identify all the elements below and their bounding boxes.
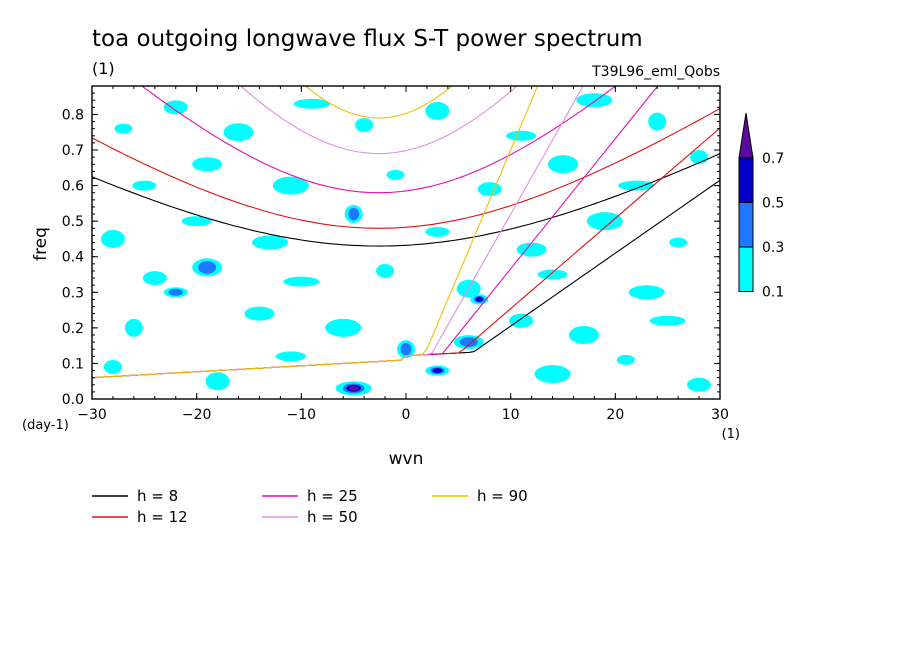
colorbar-label: 0.7 xyxy=(762,151,784,167)
dispersion-curves xyxy=(92,86,720,379)
contour-patch xyxy=(142,271,167,286)
contour-patch xyxy=(251,235,288,250)
contour-patch xyxy=(568,325,599,344)
y-axis-label: freq xyxy=(31,227,51,261)
contour-patch xyxy=(537,269,568,280)
contour-patch xyxy=(516,242,547,257)
contour-patch xyxy=(355,118,374,133)
contour-patch xyxy=(192,157,223,172)
colorbar-label: 0.1 xyxy=(762,285,784,301)
y-tick-label: 0.4 xyxy=(62,250,84,266)
contour-patch xyxy=(168,288,183,296)
x-tick-label: 30 xyxy=(711,407,729,423)
contour-patch xyxy=(548,155,578,174)
colorbar: 0.7 0.5 0.3 0.1 xyxy=(738,112,784,301)
x-axis-units: (1) xyxy=(722,427,740,442)
chart-title: toa outgoing longwave flux S-T power spe… xyxy=(92,26,643,52)
contour-patch xyxy=(425,226,450,237)
contour-patch xyxy=(376,263,395,278)
contour-patch xyxy=(163,100,188,115)
contour-patch xyxy=(223,123,254,142)
contour-patch xyxy=(534,365,571,384)
contour-patch xyxy=(475,296,483,302)
contour-patch xyxy=(425,101,450,120)
x-tick-label: 20 xyxy=(606,407,624,423)
colorbar-extend xyxy=(738,112,754,159)
legend-label: h = 12 xyxy=(137,508,188,526)
contour-patch xyxy=(244,306,275,321)
contour-patch xyxy=(114,123,133,134)
dispersion-curve xyxy=(304,86,453,119)
contour-patch xyxy=(272,176,309,195)
contour-patch xyxy=(669,237,688,248)
contour-patch xyxy=(293,98,330,109)
legend-label: h = 90 xyxy=(477,487,528,505)
colorbar-swatch xyxy=(738,202,754,248)
legend-label: h = 25 xyxy=(307,487,358,505)
contour-patch xyxy=(432,368,443,374)
contour-patch xyxy=(648,112,667,131)
y-tick-label: 0.0 xyxy=(62,392,84,408)
contour-patch xyxy=(506,130,537,141)
dispersion-curve xyxy=(239,86,518,155)
y-tick-label: 0.8 xyxy=(62,107,84,123)
contour-patch xyxy=(181,216,212,227)
contour-patch xyxy=(477,182,502,197)
contour-patch xyxy=(348,385,360,391)
power-contours xyxy=(100,93,712,396)
colorbar-swatch xyxy=(738,157,754,203)
contour-patch xyxy=(400,342,412,356)
x-tick-label: −30 xyxy=(77,407,107,423)
y-tick-label: 0.6 xyxy=(62,179,84,195)
contour-patch xyxy=(386,169,405,180)
x-tick-label: 0 xyxy=(402,407,411,423)
contour-patch xyxy=(687,377,712,392)
colorbar-swatch xyxy=(738,246,754,292)
contour-patch xyxy=(198,261,217,274)
x-tick-label: −20 xyxy=(182,407,212,423)
contour-patch xyxy=(348,207,360,221)
legend: h = 8 h = 12 h = 25 h = 50 h = 90 xyxy=(92,487,528,526)
colorbar-label: 0.5 xyxy=(762,196,784,212)
contour-patch xyxy=(459,337,478,347)
contour-patch xyxy=(132,180,157,191)
y-tick-label: 0.7 xyxy=(62,143,84,159)
contour-patch xyxy=(205,372,230,391)
dispersion-curve xyxy=(92,153,720,247)
contour-patch xyxy=(618,180,655,191)
x-tick-label: 10 xyxy=(502,407,520,423)
chart-units: (1) xyxy=(92,59,115,78)
x-axis-label: wvn xyxy=(389,449,424,469)
contour-patch xyxy=(628,285,665,300)
contour-patch xyxy=(649,315,686,326)
y-tick-label: 0.3 xyxy=(62,285,84,301)
y-tick-label: 0.5 xyxy=(62,214,84,230)
contour-patch xyxy=(325,318,362,337)
y-axis-units: (day-1) xyxy=(22,418,69,433)
contour-patch xyxy=(124,318,143,337)
contour-patch xyxy=(275,351,306,362)
x-tick-label: −10 xyxy=(287,407,317,423)
y-tick-label: 0.2 xyxy=(62,321,84,337)
colorbar-label: 0.3 xyxy=(762,240,784,256)
contour-patch xyxy=(690,150,709,165)
contour-patch xyxy=(103,359,122,374)
run-label: T39L96_eml_Qobs xyxy=(591,64,720,80)
contour-patch xyxy=(100,229,125,248)
dispersion-curve xyxy=(92,108,720,229)
contour-patch xyxy=(616,354,635,365)
y-tick-label: 0.1 xyxy=(62,356,84,372)
legend-label: h = 50 xyxy=(307,508,358,526)
axis-ticks: −30 −20 −10 0 10 20 30 0.0 0.1 0.2 0.3 0.4 0.5 0.6 0.7… xyxy=(62,86,729,423)
dispersion-curve xyxy=(92,86,539,379)
contour-patch xyxy=(576,93,613,108)
contour-patch xyxy=(283,276,320,287)
legend-label: h = 8 xyxy=(137,487,178,505)
contour-patch xyxy=(509,313,534,328)
contour-patch xyxy=(586,212,623,231)
